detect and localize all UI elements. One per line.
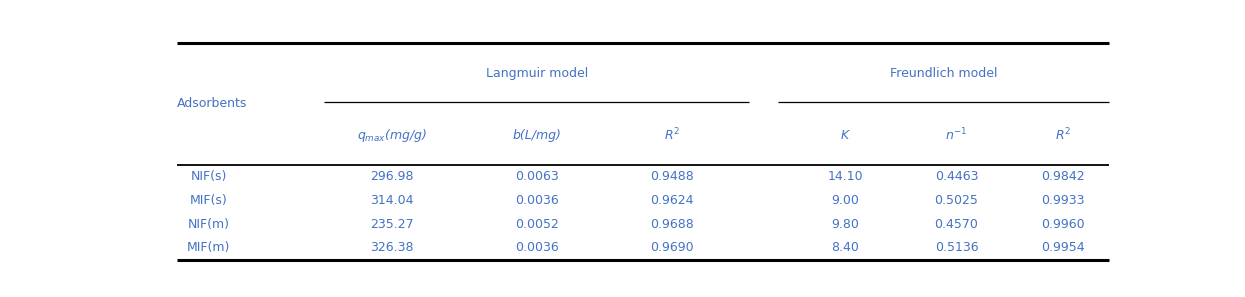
Text: $n^{-1}$: $n^{-1}$ [945,127,967,143]
Text: $K$: $K$ [840,129,852,142]
Text: MIF(m): MIF(m) [187,241,230,255]
Text: b(L/mg): b(L/mg) [512,129,561,142]
Text: 9.80: 9.80 [832,218,859,231]
Text: MIF(s): MIF(s) [189,194,228,207]
Text: 0.9960: 0.9960 [1041,218,1084,231]
Text: 9.00: 9.00 [832,194,859,207]
Text: 0.9690: 0.9690 [650,241,693,255]
Text: 0.9842: 0.9842 [1041,170,1084,183]
Text: 326.38: 326.38 [370,241,413,255]
Text: 235.27: 235.27 [370,218,413,231]
Text: 0.4463: 0.4463 [935,170,979,183]
Text: 314.04: 314.04 [370,194,413,207]
Text: NIF(s): NIF(s) [190,170,227,183]
Text: 0.9933: 0.9933 [1041,194,1084,207]
Text: 0.0063: 0.0063 [515,170,559,183]
Text: 0.9688: 0.9688 [650,218,693,231]
Text: 0.0036: 0.0036 [515,194,559,207]
Text: 0.9624: 0.9624 [650,194,693,207]
Text: $R^2$: $R^2$ [664,127,680,143]
Text: 0.0052: 0.0052 [515,218,559,231]
Text: Adsorbents: Adsorbents [177,97,248,110]
Text: Langmuir model: Langmuir model [486,67,588,80]
Text: Freundlich model: Freundlich model [890,67,997,80]
Text: $R^2$: $R^2$ [1055,127,1071,143]
Text: 8.40: 8.40 [832,241,859,255]
Text: 0.5025: 0.5025 [935,194,979,207]
Text: 0.4570: 0.4570 [935,218,979,231]
Text: 296.98: 296.98 [370,170,413,183]
Text: $q_{max}$(mg/g): $q_{max}$(mg/g) [357,127,427,144]
Text: 0.9954: 0.9954 [1041,241,1084,255]
Text: NIF(m): NIF(m) [188,218,229,231]
Text: 0.5136: 0.5136 [935,241,979,255]
Text: 14.10: 14.10 [828,170,863,183]
Text: 0.0036: 0.0036 [515,241,559,255]
Text: 0.9488: 0.9488 [650,170,693,183]
